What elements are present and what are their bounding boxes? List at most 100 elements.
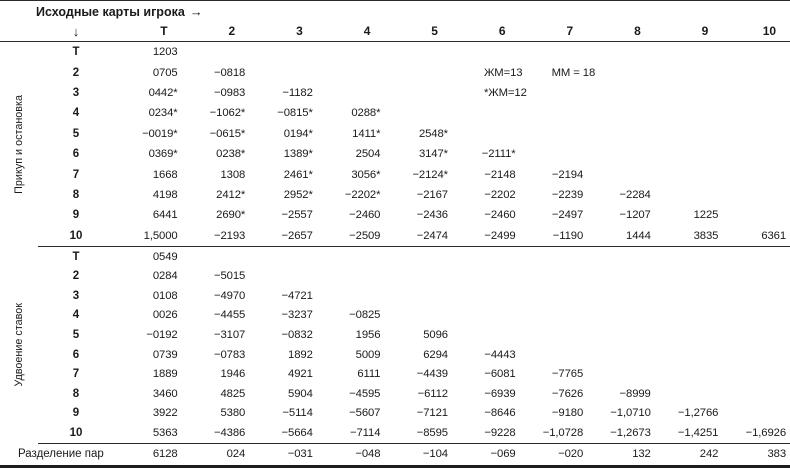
value-cell: −8646 (484, 407, 516, 420)
value-cell (384, 83, 452, 103)
value-cell (384, 267, 452, 287)
value-cell: 1956 (355, 329, 381, 342)
value-cell (722, 144, 790, 164)
value-cell: −1,4251 (654, 423, 723, 444)
value-cell: 5380 (220, 407, 246, 420)
value-cell: 1946 (220, 368, 246, 381)
value-cell: 383 (722, 443, 790, 468)
value-cell: −6112 (417, 387, 448, 400)
value-cell: −069 (451, 443, 520, 468)
value-cell (587, 267, 655, 287)
value-cell (655, 164, 723, 184)
value-cell: 6294 (423, 348, 448, 361)
value-cell (520, 267, 588, 287)
value-cell: 0549 (152, 250, 178, 263)
value-cell: 4921 (288, 368, 313, 381)
value-cell: −2194 (551, 168, 584, 181)
value-cell: −0832 (281, 329, 313, 342)
page-title: Исходные карты игрока (36, 4, 185, 19)
value-cell: −0983 (213, 86, 246, 99)
value-cell: −1,2766 (677, 407, 719, 420)
value-cell: 2952* (283, 188, 313, 201)
value-cell: −4721 (281, 289, 313, 302)
value-cell (587, 286, 655, 306)
value-cell (249, 42, 317, 63)
value-cell (520, 83, 588, 103)
value-cell (452, 124, 520, 144)
corner-cell (0, 21, 38, 42)
arrow-down-icon: ↓ (38, 21, 114, 42)
value-cell: −0783 (213, 348, 246, 361)
value-cell: −4443 (484, 348, 516, 361)
value-cell: −2167 (416, 188, 448, 201)
value-cell (317, 286, 385, 306)
value-cell: −2509 (316, 225, 385, 247)
value-cell (520, 246, 588, 266)
arrow-right-icon: → (189, 3, 203, 19)
value-cell (249, 267, 317, 287)
value-cell: 3460 (152, 387, 178, 400)
row-label: 4 (72, 107, 80, 120)
value-cell: −4970 (213, 289, 246, 302)
value-cell: −0825 (349, 309, 381, 322)
value-cell: −9180 (551, 407, 584, 420)
value-cell (722, 62, 790, 82)
value-cell: −2124* (412, 168, 448, 181)
value-cell: −2202 (484, 188, 516, 201)
value-cell: −6081 (484, 368, 516, 381)
value-cell: −4455 (213, 309, 246, 322)
value-cell (655, 246, 723, 266)
value-cell: −0615* (209, 127, 246, 140)
table-section: Удвоение ставок Т 0549 2 0284 −5015 3 0108 −4970… (0, 246, 790, 444)
value-cell: −5607 (349, 407, 381, 420)
value-cell: 1444 (587, 225, 655, 247)
value-cell (249, 62, 317, 82)
table-row: 4 0026 −4455 −3237 −0825 (0, 306, 790, 326)
value-cell (587, 345, 655, 365)
value-cell: 3922 (152, 407, 178, 420)
column-header: 4 (316, 21, 385, 42)
value-cell: 2504 (355, 148, 381, 161)
value-cell (317, 42, 385, 63)
value-cell (655, 325, 723, 345)
value-cell (655, 364, 723, 384)
value-cell: −7765 (551, 368, 584, 381)
table-section: Прикуп и остановка Т 1203 2 0705 −0818 ЖМ=13 ММ… (0, 42, 790, 247)
row-label: 8 (72, 387, 80, 400)
table-row: 9 6441 2690* −2557 −2460 −2436 −2460 −2497 −1207… (0, 205, 790, 225)
value-cell (722, 286, 790, 306)
value-cell (655, 267, 723, 287)
value-cell (520, 345, 588, 365)
value-cell: −1182 (282, 86, 313, 99)
value-cell: 6111 (357, 368, 381, 381)
value-cell: 0238* (216, 148, 246, 161)
value-cell: 1308 (220, 168, 246, 181)
value-cell (722, 83, 790, 103)
value-cell: 2461* (283, 168, 313, 181)
value-cell: −1062* (209, 107, 246, 120)
table-row: 5 −0192 −3107 −0832 1956 5096 (0, 325, 790, 345)
value-cell (182, 246, 250, 266)
value-cell (655, 144, 723, 164)
column-header: Т (114, 21, 182, 42)
column-header: 6 (451, 21, 520, 42)
value-cell (722, 345, 790, 365)
value-cell: 0234* (148, 107, 178, 120)
value-cell: 0026 (152, 309, 178, 322)
value-cell (384, 103, 452, 123)
value-cell: −1207 (619, 209, 651, 222)
column-header: 7 (519, 21, 588, 42)
value-cell: 1889 (152, 368, 178, 381)
table-row: 6 0369* 0238* 1389* 2504 3147* −2111* (0, 144, 790, 164)
value-cell: −6939 (484, 387, 516, 400)
value-cell: 1,5000 (114, 225, 182, 247)
value-cell: −2460 (349, 209, 381, 222)
value-cell: 0288* (351, 107, 381, 120)
table-row: 10 1,5000 −2193 −2657 −2509 −2474 −2499 −1190 14… (0, 225, 790, 247)
value-cell: −2111* (481, 148, 516, 161)
row-label: 9 (72, 407, 80, 420)
value-cell (655, 103, 723, 123)
value-cell (317, 246, 385, 266)
table-row: 9 3922 5380 −5114 −5607 −7121 −8646 −9180 −1,071… (0, 404, 790, 424)
